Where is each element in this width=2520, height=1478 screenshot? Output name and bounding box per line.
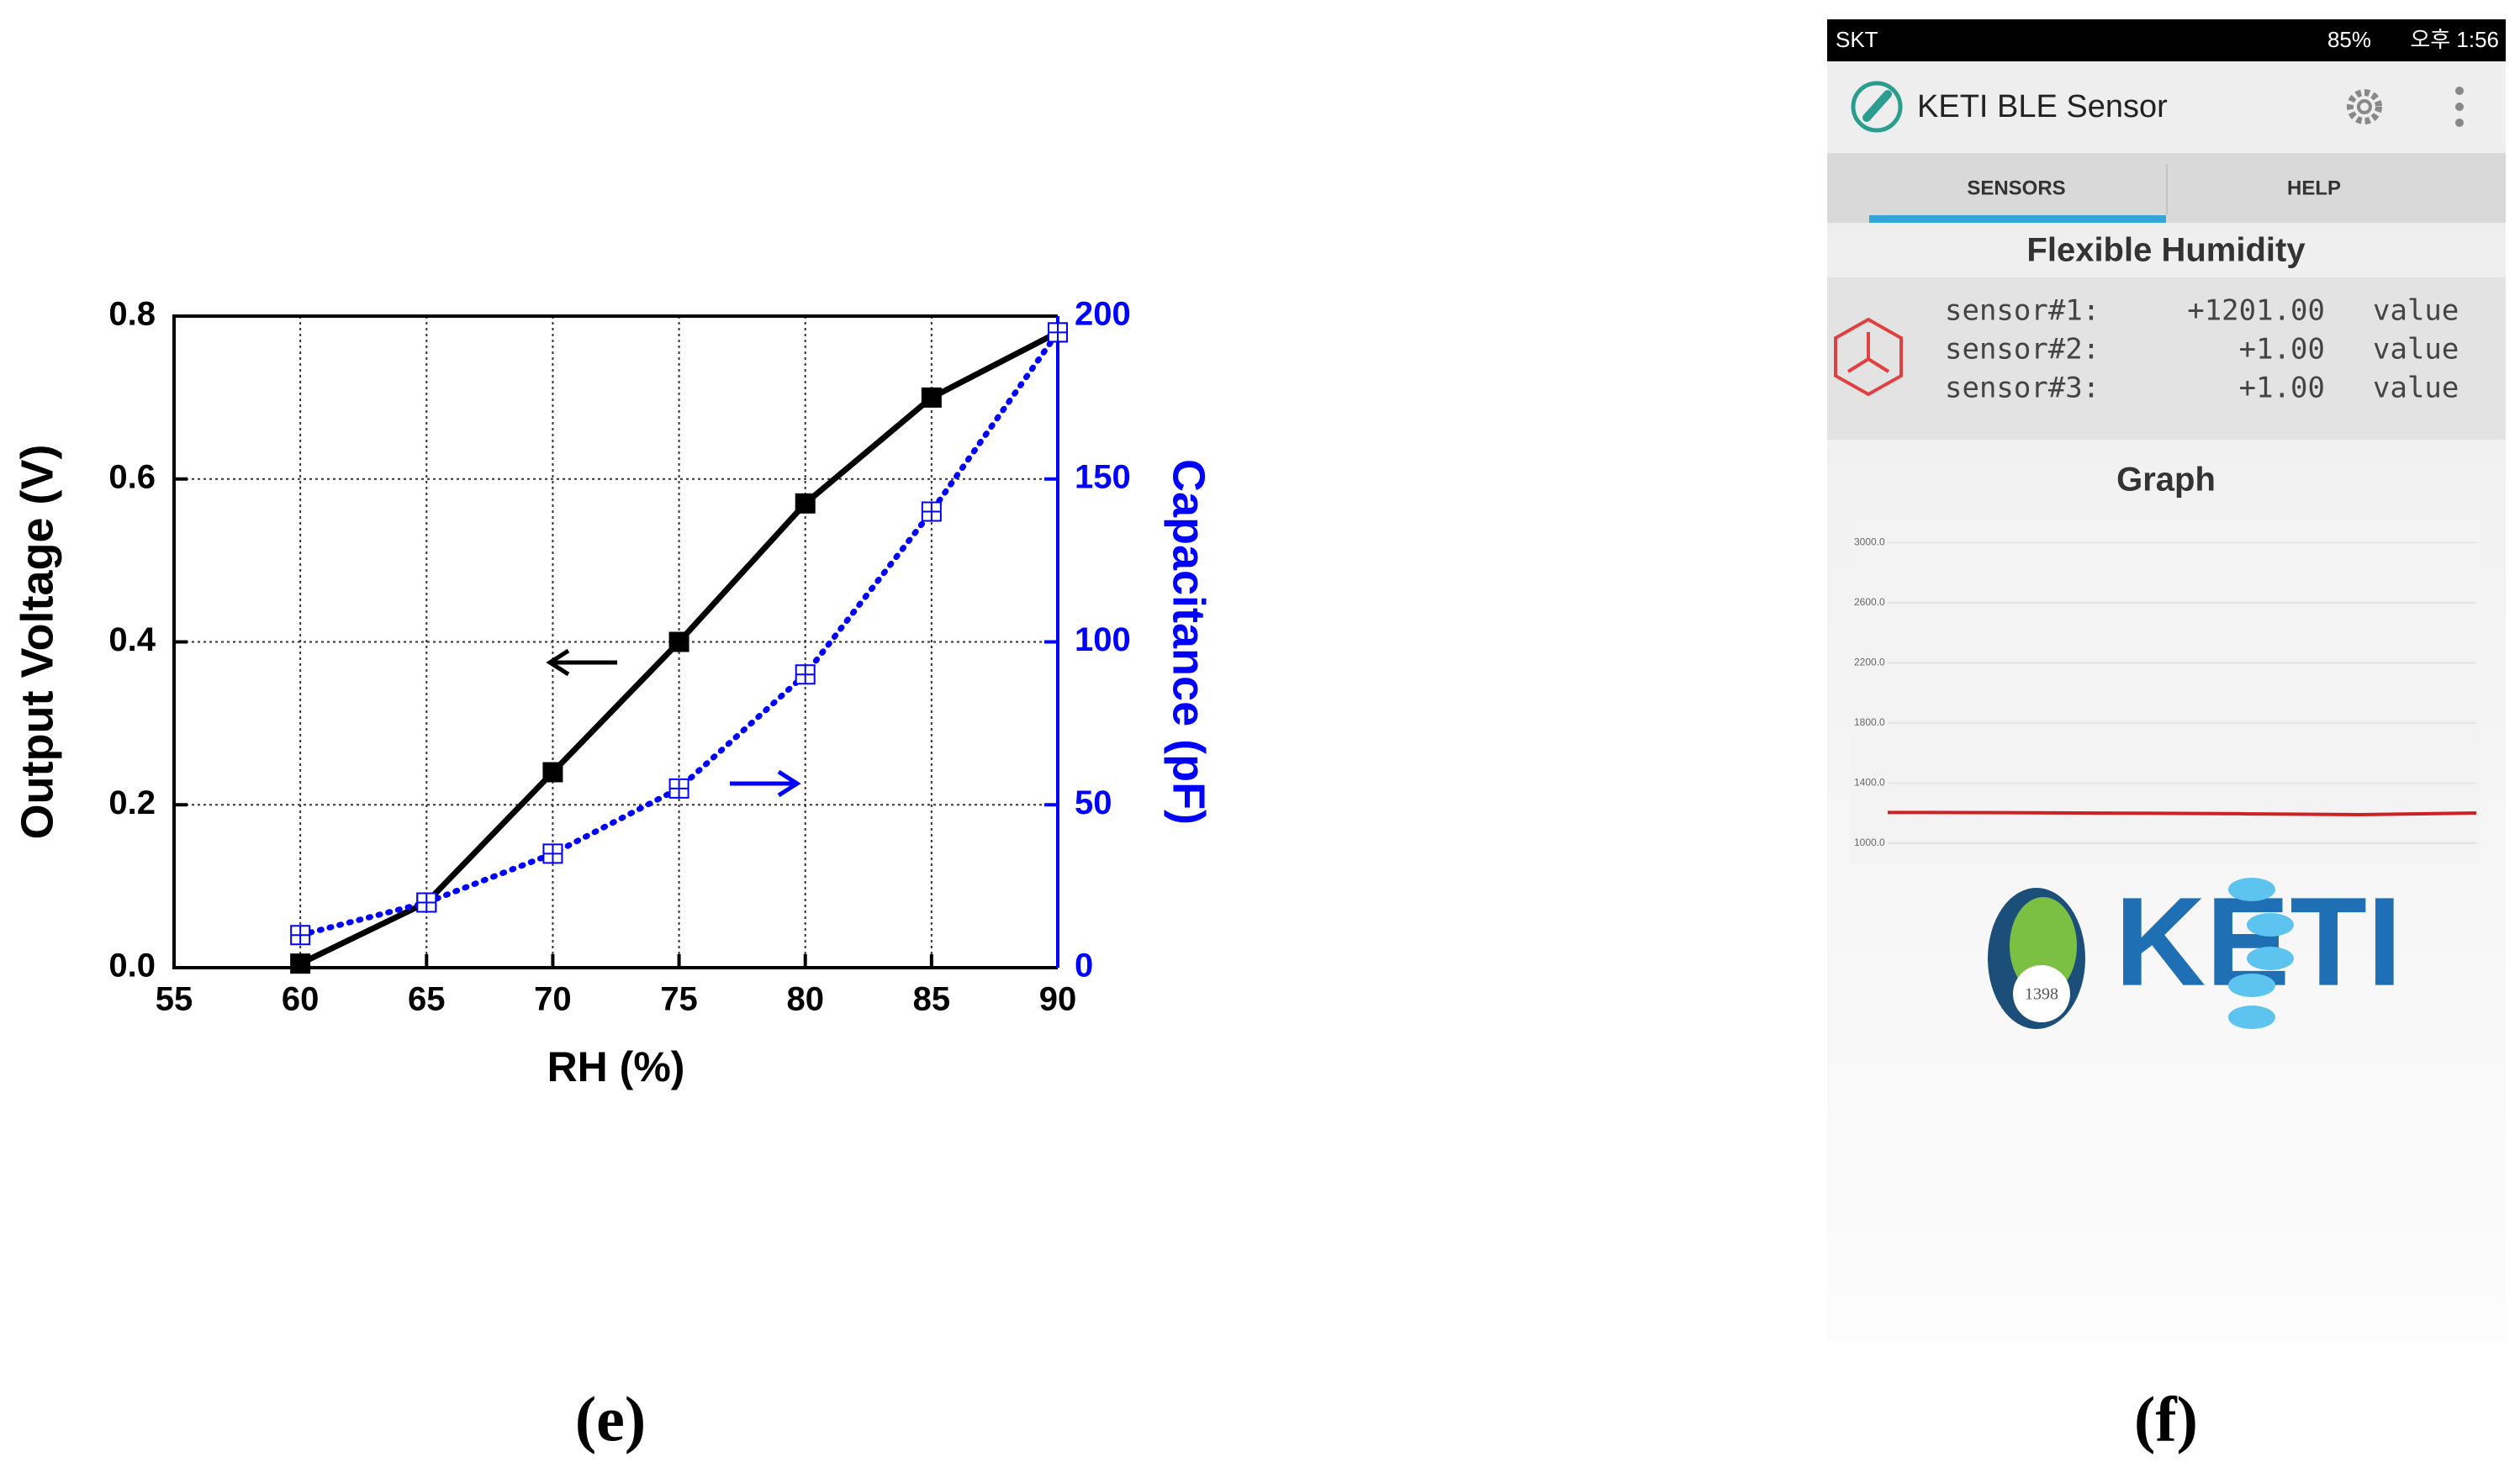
settings-icon[interactable]	[2347, 89, 2382, 124]
marker	[1048, 322, 1068, 343]
marker	[921, 387, 942, 408]
tab[interactable]: SENSORS	[1967, 177, 2065, 199]
sensor-unit: value	[2373, 333, 2459, 367]
dot	[2455, 103, 2464, 111]
graph-title: Graph	[2116, 462, 2216, 499]
tab[interactable]: HELP	[2287, 177, 2341, 199]
graph-tick-label: 1000.0	[1854, 837, 1885, 848]
x-tick-label: 90	[1039, 981, 1077, 1018]
menu-icon[interactable]	[2455, 87, 2464, 127]
marker-cross	[417, 893, 436, 912]
x-tick-label: 75	[660, 981, 698, 1018]
graph-line	[1887, 810, 2477, 817]
y2-axis-label: Capacitance (pF)	[1164, 459, 1214, 825]
app-icon[interactable]	[1851, 81, 1903, 133]
graph-tick-label: 1800.0	[1854, 716, 1885, 728]
x-axis-label: RH (%)	[547, 1043, 685, 1090]
sensor-name: sensor#1:	[1945, 294, 2100, 328]
carrier: SKT	[1836, 27, 1878, 52]
graph-tick-label: 2200.0	[1854, 657, 1885, 668]
x-tick-label: 85	[913, 981, 951, 1018]
marker-cross	[922, 502, 941, 521]
marker-cross	[669, 779, 689, 798]
marker	[668, 631, 689, 652]
sensor-name: sensor#3:	[1945, 372, 2100, 405]
y2-tick-label: 100	[1075, 621, 1131, 658]
dot	[2228, 1006, 2275, 1029]
sensor-value: +1.00	[2239, 372, 2325, 405]
arrow	[730, 769, 801, 798]
sensor-value: +1.00	[2239, 333, 2325, 367]
dot	[2455, 119, 2464, 127]
marker	[542, 843, 563, 864]
marker-cross	[795, 665, 815, 684]
y-tick-label: 0.2	[108, 784, 156, 821]
x-tick-label: 55	[156, 981, 193, 1018]
sensor-unit: value	[2373, 372, 2459, 405]
marker-cross	[543, 844, 563, 863]
sensor-name: sensor#2:	[1945, 333, 2100, 367]
dot	[2455, 87, 2464, 95]
marker	[921, 501, 942, 522]
dot	[2228, 878, 2275, 901]
dot	[2247, 947, 2294, 970]
panel-label: (e)	[575, 1384, 646, 1454]
arrow	[546, 648, 617, 677]
marker	[795, 664, 816, 685]
y2-tick-label: 150	[1075, 458, 1131, 495]
keti-logo: 1398 KETI	[1988, 871, 2402, 1029]
y2-tick-label: 200	[1075, 296, 1131, 333]
y-axis-label: Output Voltage (V)	[12, 445, 62, 840]
marker	[795, 493, 816, 514]
app-title: KETI BLE Sensor	[1917, 89, 2168, 124]
app-icon-glyph	[1862, 90, 1892, 122]
sensor-icon	[1834, 317, 1903, 397]
logo-year: 1398	[2025, 985, 2058, 1004]
gear-hub	[2357, 99, 2372, 114]
sensor-value: +1201.00	[2187, 294, 2325, 328]
sensor-box	[1827, 277, 2506, 440]
graph-tick-label: 2600.0	[1854, 596, 1885, 608]
clock: 오후 1:56	[2410, 27, 2499, 52]
marker-cross	[1049, 323, 1067, 342]
marker	[290, 953, 311, 974]
graph-area	[1850, 517, 2480, 864]
marker	[668, 778, 689, 799]
x-tick-label: 80	[786, 981, 824, 1018]
axis-frame	[172, 314, 1058, 969]
graph-tick-label: 1400.0	[1854, 777, 1885, 789]
x-tick-label: 60	[282, 981, 320, 1018]
y-tick-label: 0.6	[108, 458, 156, 495]
logo-dots	[2228, 878, 2294, 1029]
app-bar	[1827, 61, 2506, 153]
x-tick-label: 65	[408, 981, 446, 1018]
axes	[1846, 332, 1890, 373]
phone-screen: SKT 85% 오후 1:56 KETI BLE Sensor SENSORS …	[1827, 19, 2506, 1341]
y-tick-label: 0.8	[108, 296, 156, 333]
y-tick-label: 0.0	[108, 948, 156, 984]
marker	[416, 892, 437, 913]
dot	[2228, 974, 2275, 997]
logo-circle	[2013, 965, 2070, 1022]
marker	[542, 762, 563, 783]
graph-tick-label: 3000.0	[1854, 536, 1885, 548]
y2-tick-label: 0	[1075, 948, 1093, 984]
dot	[2247, 913, 2294, 937]
marker	[290, 925, 311, 946]
tab-indicator	[1869, 215, 2166, 223]
x-tick-label: 70	[534, 981, 572, 1018]
y2-tick-label: 50	[1075, 784, 1112, 821]
status-bar	[1827, 19, 2506, 61]
panel-label: (f)	[2134, 1384, 2198, 1454]
battery: 85%	[2327, 27, 2371, 52]
section-title: Flexible Humidity	[2026, 232, 2306, 269]
sensor-unit: value	[2373, 294, 2459, 328]
hexagon	[1834, 317, 1903, 397]
marker-cross	[291, 926, 310, 945]
y-tick-label: 0.4	[108, 621, 156, 658]
gear	[2347, 89, 2382, 124]
